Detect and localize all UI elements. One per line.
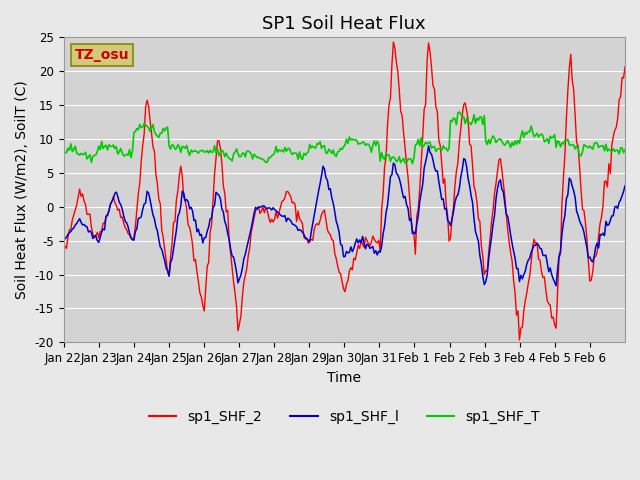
sp1_SHF_l — [79, 222, 86, 228]
Text: TZ_osu: TZ_osu — [75, 48, 129, 61]
sp1_SHF_l — [60, 236, 67, 242]
Line: sp1_SHF_2: sp1_SHF_2 — [63, 42, 625, 340]
sp1_SHF_T — [463, 116, 470, 121]
sp1_SHF_2 — [621, 64, 629, 70]
sp1_SHF_2 — [516, 337, 524, 343]
sp1_SHF_T — [349, 136, 356, 142]
sp1_SHF_T — [547, 133, 554, 139]
sp1_SHF_l — [425, 143, 433, 149]
sp1_SHF_T — [456, 109, 463, 115]
sp1_SHF_l — [461, 157, 469, 163]
sp1_SHF_l — [620, 189, 627, 194]
sp1_SHF_l — [545, 269, 552, 275]
sp1_SHF_T — [621, 147, 629, 153]
sp1_SHF_l — [97, 235, 104, 240]
sp1_SHF_2 — [97, 228, 104, 234]
sp1_SHF_2 — [620, 75, 627, 81]
sp1_SHF_l — [552, 283, 560, 288]
Title: SP1 Soil Heat Flux: SP1 Soil Heat Flux — [262, 15, 426, 33]
sp1_SHF_l — [349, 249, 356, 254]
sp1_SHF_T — [79, 152, 86, 157]
sp1_SHF_T — [97, 147, 104, 153]
sp1_SHF_T — [620, 150, 627, 156]
sp1_SHF_l — [621, 183, 629, 189]
sp1_SHF_2 — [390, 39, 397, 45]
Line: sp1_SHF_l: sp1_SHF_l — [63, 146, 625, 286]
Line: sp1_SHF_T: sp1_SHF_T — [63, 112, 625, 164]
sp1_SHF_T — [60, 150, 67, 156]
sp1_SHF_2 — [60, 247, 67, 252]
X-axis label: Time: Time — [327, 371, 361, 384]
sp1_SHF_2 — [349, 267, 356, 273]
Legend: sp1_SHF_2, sp1_SHF_l, sp1_SHF_T: sp1_SHF_2, sp1_SHF_l, sp1_SHF_T — [143, 404, 545, 430]
sp1_SHF_2 — [547, 302, 554, 308]
sp1_SHF_2 — [79, 191, 86, 197]
Y-axis label: Soil Heat Flux (W/m2), SoilT (C): Soil Heat Flux (W/m2), SoilT (C) — [15, 81, 29, 299]
sp1_SHF_T — [408, 161, 416, 167]
sp1_SHF_2 — [461, 100, 469, 106]
